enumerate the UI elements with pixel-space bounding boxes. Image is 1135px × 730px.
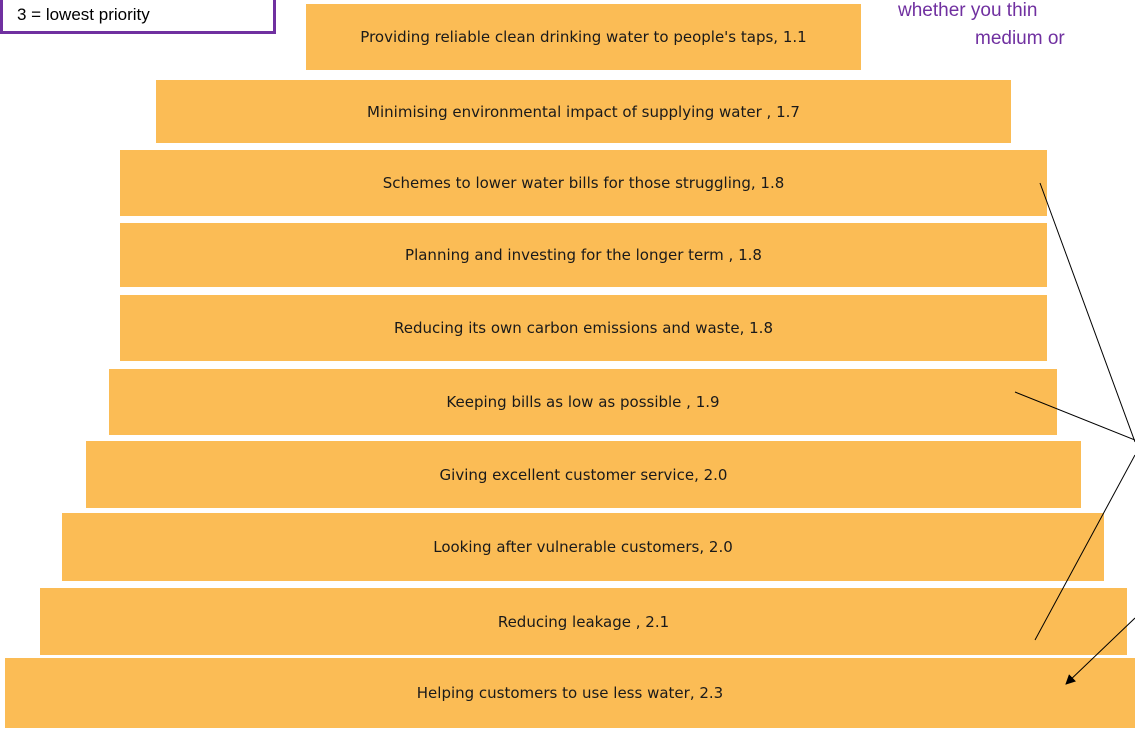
priority-bar: Keeping bills as low as possible , 1.9 — [109, 369, 1057, 435]
priority-bar: Looking after vulnerable customers, 2.0 — [62, 513, 1104, 581]
priority-bar: Minimising environmental impact of suppl… — [156, 80, 1011, 143]
legend-box: 3 = lowest priority — [0, 0, 276, 34]
priority-bar: Reducing leakage , 2.1 — [40, 588, 1127, 655]
priority-bar: Helping customers to use less water, 2.3 — [5, 658, 1135, 728]
priority-bar: Giving excellent customer service, 2.0 — [86, 441, 1081, 508]
priority-bar: Schemes to lower water bills for those s… — [120, 150, 1047, 216]
note-line: whether you thin — [898, 0, 1038, 21]
priority-bar: Planning and investing for the longer te… — [120, 223, 1047, 287]
priority-bar: Reducing its own carbon emissions and wa… — [120, 295, 1047, 361]
priority-bar: Providing reliable clean drinking water … — [306, 4, 861, 70]
note-line: medium or — [975, 28, 1065, 49]
